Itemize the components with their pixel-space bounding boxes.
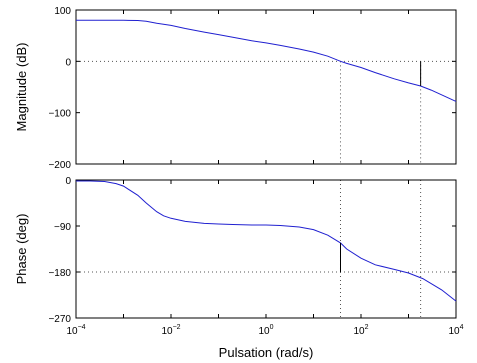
phase-xtick-label: 104 (448, 324, 463, 337)
phase-ytick-label: 0 (65, 176, 71, 187)
phase-ytick-label: −180 (48, 268, 71, 279)
magnitude-ytick-label: −200 (48, 160, 71, 171)
phase-ytick-label: −270 (48, 314, 71, 325)
magnitude-ytick-label: 0 (65, 57, 71, 68)
magnitude-axes-box (75, 9, 457, 165)
magnitude-ytick-label: −100 (48, 109, 71, 120)
magnitude-panel: −200 −100 0 100 Magnitude (dB) (14, 6, 457, 171)
phase-ytick-label: −90 (54, 222, 71, 233)
phase-xtick-label: 10−2 (161, 324, 180, 337)
xlabel: Pulsation (rad/s) (219, 345, 314, 360)
magnitude-ylabel: Magnitude (dB) (14, 43, 29, 132)
phase-xtick-label: 102 (353, 324, 368, 337)
phase-panel: −270 −180 −90 0 10−4 10−2 100 102 104 Phase (deg)… (14, 176, 464, 360)
phase-xtick-label: 100 (258, 324, 273, 337)
magnitude-curve (76, 19, 457, 102)
phase-axes-box (75, 179, 457, 319)
phase-ylabel: Phase (deg) (14, 214, 29, 285)
magnitude-ytick-label: 100 (54, 6, 71, 17)
phase-curve (76, 180, 457, 302)
phase-xtick-label: 10−4 (66, 324, 85, 337)
